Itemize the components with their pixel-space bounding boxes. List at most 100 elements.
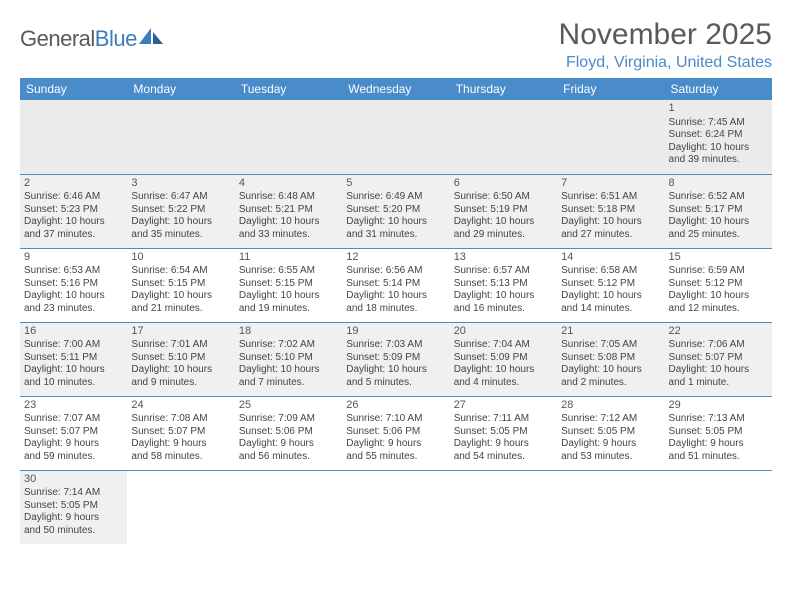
day-detail: and 39 minutes. xyxy=(669,154,768,167)
day-detail: and 27 minutes. xyxy=(561,229,660,242)
day-detail: Sunset: 5:09 PM xyxy=(454,352,553,365)
day-detail: Sunrise: 7:13 AM xyxy=(669,413,768,426)
day-detail: Daylight: 9 hours xyxy=(669,438,768,451)
day-header: Wednesday xyxy=(342,78,449,100)
day-cell: 27Sunrise: 7:11 AMSunset: 5:05 PMDayligh… xyxy=(450,396,557,470)
day-detail: and 37 minutes. xyxy=(24,229,123,242)
day-detail: Sunset: 5:07 PM xyxy=(24,426,123,439)
day-detail: Sunrise: 6:49 AM xyxy=(346,191,445,204)
location-title: Floyd, Virginia, United States xyxy=(559,54,772,72)
day-detail: Sunset: 5:20 PM xyxy=(346,204,445,217)
empty-cell xyxy=(450,100,557,174)
day-cell: 30Sunrise: 7:14 AMSunset: 5:05 PMDayligh… xyxy=(20,470,127,544)
day-detail: Daylight: 10 hours xyxy=(561,364,660,377)
day-detail: Daylight: 10 hours xyxy=(24,364,123,377)
day-detail: Sunset: 5:08 PM xyxy=(561,352,660,365)
day-detail: Daylight: 9 hours xyxy=(24,512,123,525)
day-detail: Sunrise: 6:50 AM xyxy=(454,191,553,204)
day-detail: Sunrise: 6:48 AM xyxy=(239,191,338,204)
day-detail: Daylight: 10 hours xyxy=(454,290,553,303)
day-cell: 24Sunrise: 7:08 AMSunset: 5:07 PMDayligh… xyxy=(127,396,234,470)
day-detail: and 56 minutes. xyxy=(239,451,338,464)
day-number: 15 xyxy=(669,251,768,265)
day-number: 25 xyxy=(239,399,338,413)
empty-cell xyxy=(20,100,127,174)
day-detail: Daylight: 10 hours xyxy=(346,364,445,377)
day-detail: Sunset: 5:21 PM xyxy=(239,204,338,217)
day-cell: 25Sunrise: 7:09 AMSunset: 5:06 PMDayligh… xyxy=(235,396,342,470)
day-detail: Sunset: 5:14 PM xyxy=(346,278,445,291)
day-detail: Sunset: 5:06 PM xyxy=(239,426,338,439)
empty-cell xyxy=(557,100,664,174)
day-detail: Daylight: 10 hours xyxy=(239,290,338,303)
day-number: 28 xyxy=(561,399,660,413)
day-number: 13 xyxy=(454,251,553,265)
day-cell: 11Sunrise: 6:55 AMSunset: 5:15 PMDayligh… xyxy=(235,248,342,322)
day-detail: Daylight: 10 hours xyxy=(561,290,660,303)
empty-cell xyxy=(342,100,449,174)
day-detail: and 59 minutes. xyxy=(24,451,123,464)
day-detail: Daylight: 10 hours xyxy=(239,364,338,377)
day-detail: Daylight: 9 hours xyxy=(131,438,230,451)
day-number: 10 xyxy=(131,251,230,265)
day-detail: Sunrise: 6:57 AM xyxy=(454,265,553,278)
day-number: 3 xyxy=(131,177,230,191)
day-detail: Daylight: 10 hours xyxy=(346,290,445,303)
empty-cell xyxy=(557,470,664,544)
empty-cell xyxy=(127,470,234,544)
day-detail: Sunset: 5:11 PM xyxy=(24,352,123,365)
empty-cell xyxy=(342,470,449,544)
day-detail: Sunset: 5:05 PM xyxy=(561,426,660,439)
day-detail: Sunrise: 6:47 AM xyxy=(131,191,230,204)
logo-sail-icon xyxy=(139,26,165,46)
day-number: 27 xyxy=(454,399,553,413)
day-detail: and 25 minutes. xyxy=(669,229,768,242)
empty-cell xyxy=(235,470,342,544)
day-detail: Sunrise: 7:08 AM xyxy=(131,413,230,426)
day-detail: Daylight: 10 hours xyxy=(669,364,768,377)
title-block: November 2025 Floyd, Virginia, United St… xyxy=(559,18,772,72)
day-detail: Sunrise: 6:46 AM xyxy=(24,191,123,204)
week-row: 1Sunrise: 7:45 AMSunset: 6:24 PMDaylight… xyxy=(20,100,772,174)
header: GeneralBlue November 2025 Floyd, Virgini… xyxy=(20,18,772,72)
day-detail: Daylight: 10 hours xyxy=(346,216,445,229)
day-cell: 29Sunrise: 7:13 AMSunset: 5:05 PMDayligh… xyxy=(665,396,772,470)
day-header: Monday xyxy=(127,78,234,100)
day-detail: Sunset: 5:13 PM xyxy=(454,278,553,291)
day-cell: 2Sunrise: 6:46 AMSunset: 5:23 PMDaylight… xyxy=(20,174,127,248)
day-detail: Daylight: 10 hours xyxy=(239,216,338,229)
day-number: 20 xyxy=(454,325,553,339)
day-number: 4 xyxy=(239,177,338,191)
day-detail: and 50 minutes. xyxy=(24,525,123,538)
day-cell: 13Sunrise: 6:57 AMSunset: 5:13 PMDayligh… xyxy=(450,248,557,322)
day-detail: and 31 minutes. xyxy=(346,229,445,242)
day-cell: 19Sunrise: 7:03 AMSunset: 5:09 PMDayligh… xyxy=(342,322,449,396)
day-detail: Sunrise: 6:54 AM xyxy=(131,265,230,278)
day-detail: and 58 minutes. xyxy=(131,451,230,464)
day-detail: and 2 minutes. xyxy=(561,377,660,390)
day-detail: Daylight: 10 hours xyxy=(454,216,553,229)
empty-cell xyxy=(450,470,557,544)
week-row: 30Sunrise: 7:14 AMSunset: 5:05 PMDayligh… xyxy=(20,470,772,544)
day-detail: Sunset: 5:23 PM xyxy=(24,204,123,217)
day-detail: and 29 minutes. xyxy=(454,229,553,242)
day-detail: Sunset: 5:18 PM xyxy=(561,204,660,217)
day-cell: 15Sunrise: 6:59 AMSunset: 5:12 PMDayligh… xyxy=(665,248,772,322)
day-detail: Sunset: 5:07 PM xyxy=(669,352,768,365)
day-detail: Daylight: 9 hours xyxy=(346,438,445,451)
day-header: Thursday xyxy=(450,78,557,100)
day-detail: Sunrise: 7:06 AM xyxy=(669,339,768,352)
day-cell: 16Sunrise: 7:00 AMSunset: 5:11 PMDayligh… xyxy=(20,322,127,396)
day-detail: and 16 minutes. xyxy=(454,303,553,316)
day-detail: Sunset: 5:07 PM xyxy=(131,426,230,439)
day-number: 18 xyxy=(239,325,338,339)
day-detail: and 51 minutes. xyxy=(669,451,768,464)
day-number: 5 xyxy=(346,177,445,191)
day-detail: and 14 minutes. xyxy=(561,303,660,316)
day-detail: Sunrise: 7:03 AM xyxy=(346,339,445,352)
day-cell: 17Sunrise: 7:01 AMSunset: 5:10 PMDayligh… xyxy=(127,322,234,396)
day-cell: 8Sunrise: 6:52 AMSunset: 5:17 PMDaylight… xyxy=(665,174,772,248)
day-detail: Daylight: 10 hours xyxy=(24,290,123,303)
day-detail: Sunrise: 7:09 AM xyxy=(239,413,338,426)
day-detail: Daylight: 10 hours xyxy=(561,216,660,229)
